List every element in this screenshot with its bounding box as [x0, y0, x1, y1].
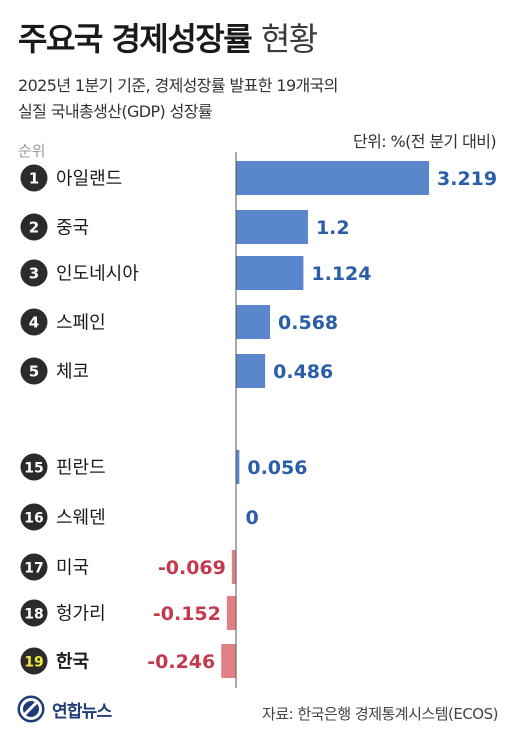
subtitle-line-2: 실질 국내총생산(GDP) 성장률: [18, 102, 213, 121]
rank-badge: [20, 259, 48, 287]
bar-row: 3 인도네시아 1.124: [20, 256, 372, 290]
rank-number: 18: [24, 607, 43, 623]
bar: [236, 210, 308, 244]
unit-label: 단위: %(전 분기 대비): [353, 132, 497, 151]
bar-row: 4 스페인 0.568: [20, 305, 338, 339]
rank-number: 5: [29, 363, 39, 381]
chart-title: 주요국 경제성장률 현황: [18, 14, 318, 60]
value-label: 1.2: [316, 217, 350, 239]
rank-badge: [20, 647, 48, 675]
rank-number: 3: [29, 265, 39, 283]
rank-badge: [20, 308, 48, 336]
bar-row: 2 중국 1.2: [20, 210, 350, 244]
bar: [236, 256, 304, 290]
rank-number: 19: [24, 655, 43, 671]
bar: [231, 550, 236, 584]
rank-badge: [20, 164, 48, 192]
rank-number: 4: [29, 314, 39, 332]
rank-badge: [20, 453, 48, 481]
bar-row: 15 핀란드 0.056: [20, 450, 307, 484]
subtitle-line-1: 2025년 1분기 기준, 경제성장률 발표한 19개국의: [18, 76, 339, 95]
country-label: 미국: [56, 558, 89, 579]
bar-row: 19 한국 -0.246: [20, 644, 236, 678]
country-label: 중국: [56, 218, 89, 239]
logo: 연합뉴스: [16, 694, 112, 724]
rank-badge: [20, 357, 48, 385]
value-label: 1.124: [311, 263, 371, 285]
rank-number: 2: [29, 219, 39, 237]
value-label: -0.246: [147, 651, 215, 673]
country-label: 인도네시아: [56, 264, 139, 285]
rank-badge: [20, 213, 48, 241]
value-label: 0.568: [278, 312, 338, 334]
country-label: 한국: [56, 652, 89, 673]
country-label: 헝가리: [56, 604, 106, 625]
rank-badge: [20, 503, 48, 531]
yonhap-logo-icon: [17, 695, 45, 723]
bar-row: 18 헝가리 -0.152: [20, 596, 236, 630]
source-note: 자료: 한국은행 경제통계시스템(ECOS): [262, 705, 498, 723]
country-label: 핀란드: [56, 458, 106, 479]
value-label: 0: [246, 507, 259, 529]
value-label: 0.056: [247, 457, 307, 479]
title-main: 주요국 경제성장률: [18, 20, 253, 58]
value-label: 0.486: [273, 361, 333, 383]
country-label: 스웨덴: [56, 508, 106, 529]
country-label: 아일랜드: [56, 169, 122, 190]
bar-row: 17 미국 -0.069: [20, 550, 236, 584]
bar: [236, 161, 429, 195]
title-suffix: 현황: [260, 20, 318, 58]
logo-text: 연합뉴스: [52, 701, 112, 722]
rank-number: 17: [24, 561, 43, 577]
bar-row: 5 체코 0.486: [20, 354, 333, 388]
rank-badge: [20, 553, 48, 581]
rank-number: 15: [24, 461, 43, 477]
bar: [236, 305, 271, 339]
country-label: 체코: [56, 362, 89, 383]
bar: [236, 354, 266, 388]
bar: [221, 644, 236, 678]
rank-number: 1: [29, 170, 39, 188]
country-label: 스페인: [56, 313, 106, 334]
rank-badge: [20, 599, 48, 627]
value-label: -0.152: [153, 603, 221, 625]
bar-row: 1 아일랜드 3.219: [20, 161, 497, 195]
bar-row: 16 스웨덴 0: [20, 503, 259, 531]
value-label: -0.069: [158, 557, 226, 579]
rank-number: 16: [24, 511, 43, 527]
bar: [226, 596, 236, 630]
value-label: 3.219: [437, 168, 497, 190]
bar: [236, 450, 240, 484]
rank-header: 순위: [18, 142, 46, 160]
